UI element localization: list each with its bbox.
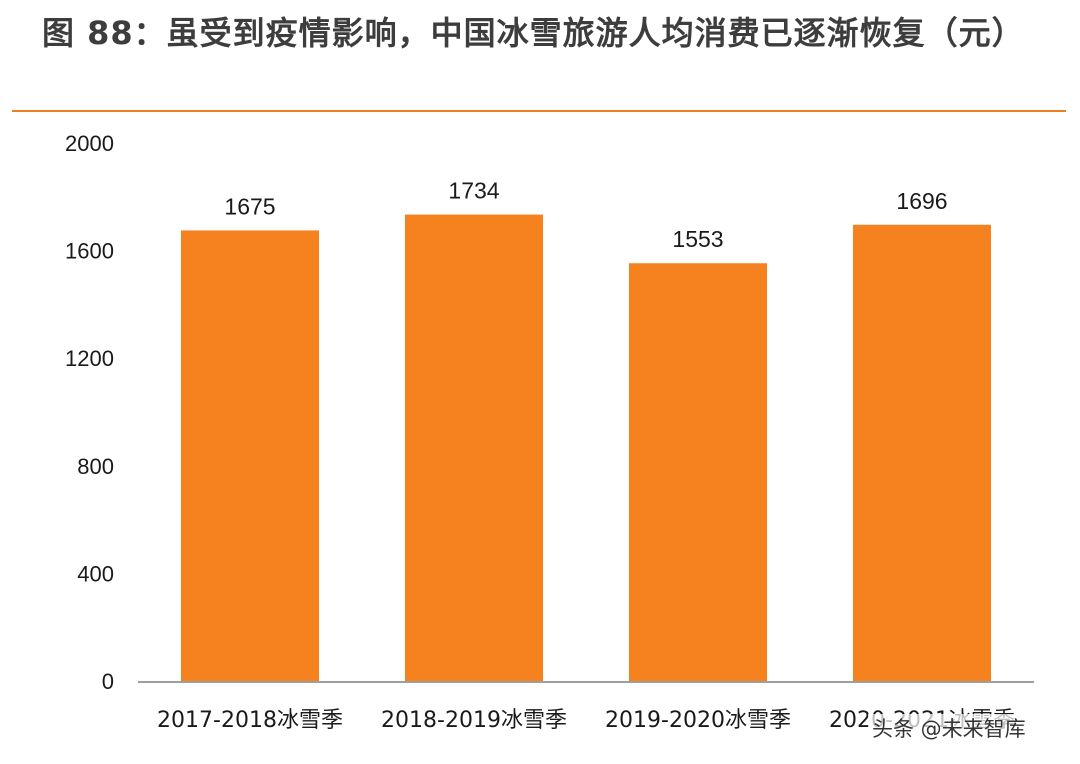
bar (181, 230, 319, 682)
y-tick-label: 2000 (65, 131, 114, 156)
y-tick-label: 800 (77, 454, 114, 479)
y-tick-label: 0 (102, 669, 114, 694)
x-tick-label: 2018-2019冰雪季 (381, 708, 567, 733)
top-divider (12, 110, 1066, 112)
y-axis: 0 400 800 1200 1600 2000 (65, 131, 114, 694)
data-label: 1696 (896, 188, 947, 214)
data-label: 1734 (448, 178, 499, 204)
bar (629, 263, 767, 681)
y-tick-label: 400 (77, 561, 114, 586)
y-tick-label: 1200 (65, 346, 114, 371)
x-tick-label: 2017-2018冰雪季 (157, 708, 343, 733)
x-axis: 2017-2018冰雪季2018-2019冰雪季2019-2020冰雪季2020… (157, 708, 1015, 733)
data-label: 1675 (224, 193, 275, 219)
bar (853, 224, 991, 681)
y-tick-label: 1600 (65, 239, 114, 264)
bars (181, 214, 991, 682)
figure-title: 图 88：虽受到疫情影响，中国冰雪旅游人均消费已逐渐恢复（元） (42, 14, 1025, 52)
data-label: 1553 (672, 226, 723, 252)
bar (405, 214, 543, 681)
data-labels: 1675 1734 1553 1696 (224, 178, 947, 253)
x-tick-label: 2019-2020冰雪季 (605, 708, 791, 733)
watermark: 头条 @未来智库 (868, 714, 1030, 744)
